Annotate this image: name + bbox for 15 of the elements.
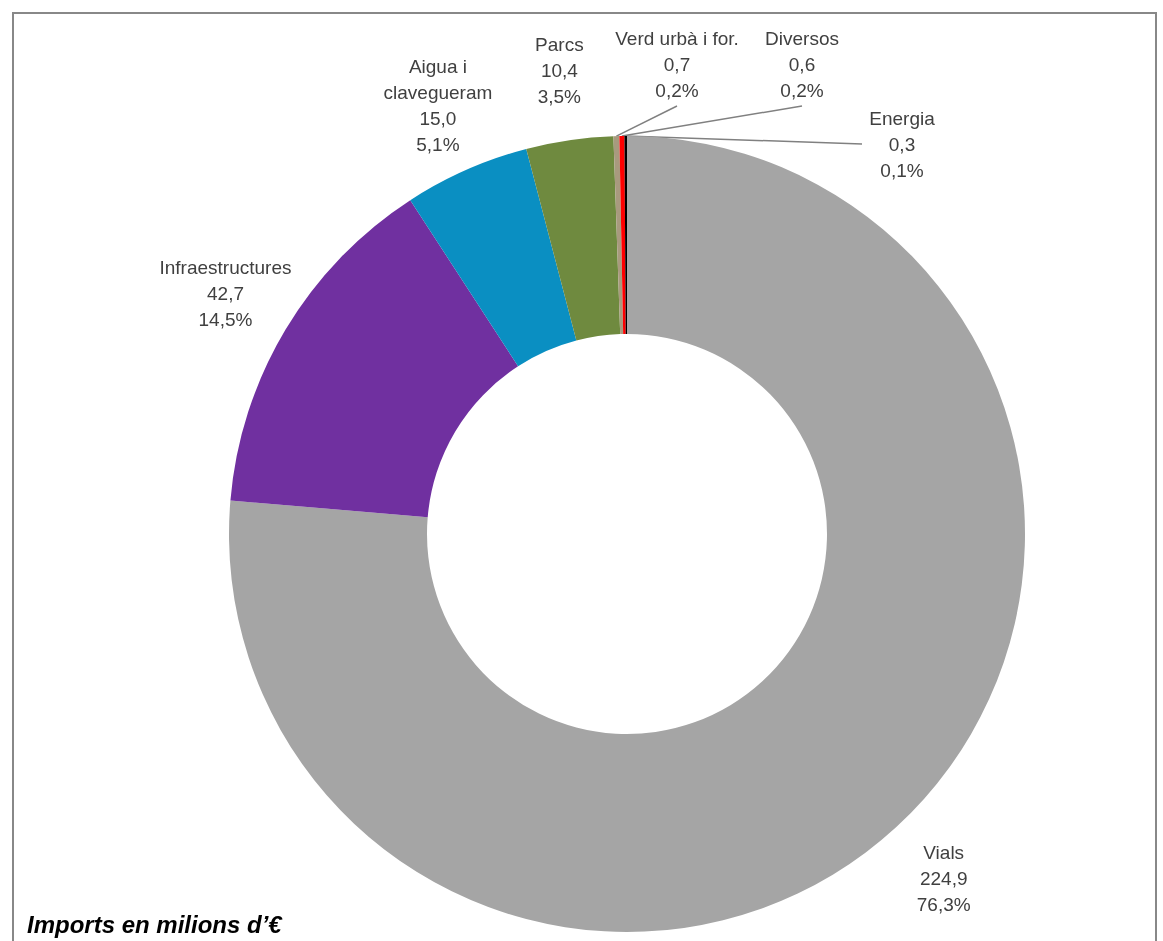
slice-label: Energia [869,107,936,129]
slice-label: Aigua i clavegueram [383,56,493,104]
slice-label: Diversos [765,27,839,49]
data-label: 0,6 0,2% [780,53,824,101]
data-label: 15,0 5,1% [416,108,460,156]
data-label: 224,9 76,3% [916,868,971,916]
slice-label: Infraestructures [159,257,292,279]
slice-label: Vials [923,842,965,864]
slice-label: Verd urbà i for. [615,27,739,49]
data-label: 42,7 14,5% [198,283,253,331]
text: Imports en milions d’€ [27,910,284,938]
slice-label: Parcs [535,34,584,56]
data-label: 10,4 3,5% [537,60,582,108]
data-label: 0,3 0,1% [880,133,924,181]
data-label: 0,7 0,2% [655,53,699,101]
